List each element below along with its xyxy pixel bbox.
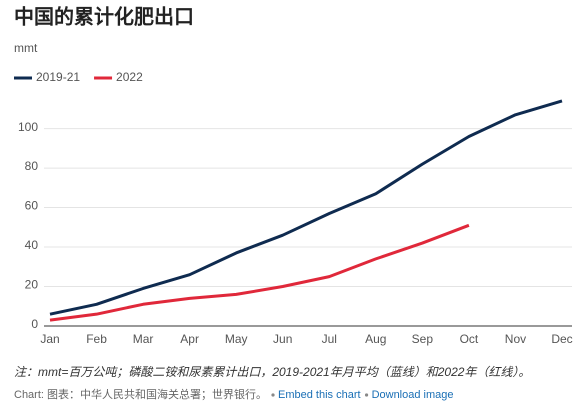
x-tick-label: Nov: [505, 332, 526, 346]
legend-label: 2019-21: [36, 70, 80, 84]
y-tick-label: 60: [25, 199, 39, 213]
legend-label: 2022: [116, 70, 143, 84]
x-tick-label: Jan: [40, 332, 59, 346]
separator-dot: [364, 393, 369, 397]
x-tick-label: Apr: [180, 332, 199, 346]
note: 注：mmt=百万公吨；磷酸二铵和尿素累计出口，2019-2021年月平均（蓝线）…: [14, 365, 530, 379]
x-tick-label: Dec: [551, 332, 572, 346]
link[interactable]: Embed this chart: [278, 389, 361, 401]
x-tick-label: Oct: [460, 332, 479, 346]
source: Chart: 图表：中华人民共和国海关总署；世界银行。: [14, 387, 267, 401]
y-tick-label: 100: [18, 120, 38, 134]
x-tick-label: Feb: [86, 332, 107, 346]
x-tick-label: Aug: [365, 332, 386, 346]
line-series: [49, 223, 470, 322]
separator-dot: [271, 393, 275, 397]
x-tick-label: May: [225, 332, 248, 346]
y-tick-label: 80: [25, 159, 39, 173]
y-tick-label: 0: [31, 317, 38, 331]
x-tick-label: Sep: [412, 332, 434, 346]
x-tick-label: Mar: [133, 332, 154, 346]
link[interactable]: Download image: [372, 389, 454, 401]
y-tick-label: 20: [25, 278, 39, 292]
chart-title: 中国的累计化肥出口: [14, 4, 194, 28]
line-series: [49, 99, 563, 316]
unit-label: mmt: [14, 41, 38, 55]
y-tick-label: 40: [25, 238, 39, 252]
x-tick-label: Jul: [322, 332, 337, 346]
x-tick-label: Jun: [273, 332, 292, 346]
footer: Chart: 图表：中华人民共和国海关总署；世界银行。 Embed this ch…: [14, 387, 454, 401]
